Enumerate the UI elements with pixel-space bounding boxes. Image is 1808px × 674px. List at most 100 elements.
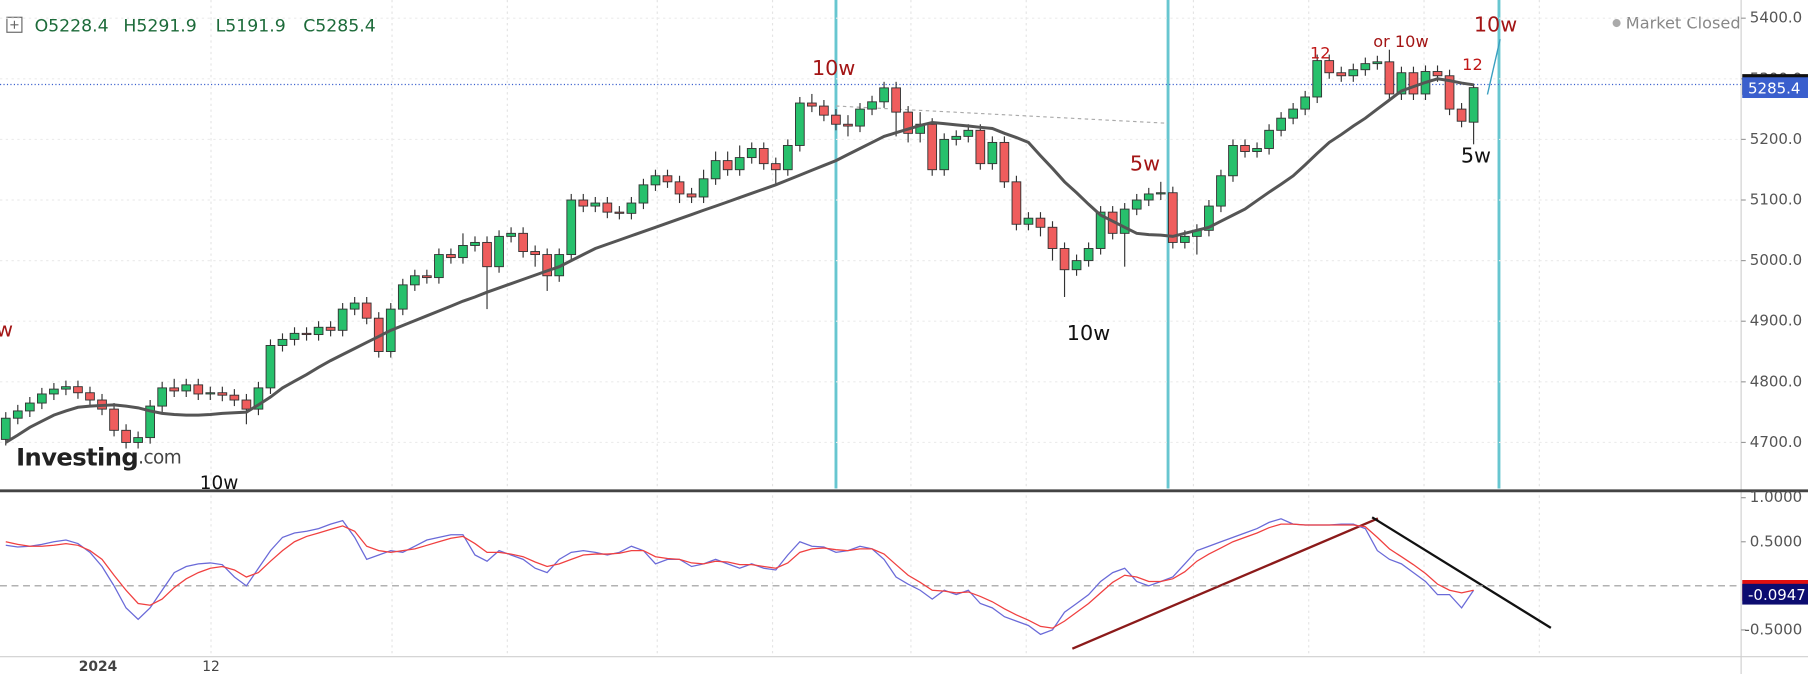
candle-body [843, 123, 853, 127]
candle-body [325, 326, 336, 331]
candle-body [289, 332, 300, 340]
candle-body [782, 144, 793, 171]
annotation: 12 [1462, 55, 1483, 74]
candle-body [193, 384, 204, 395]
annotation: 5w [1461, 144, 1491, 168]
oscillator-line [5, 523, 1474, 629]
candle-body [590, 202, 601, 207]
candle-body [1023, 217, 1034, 225]
y-tick-label: 5100.0 [1750, 191, 1802, 209]
candle-body [1143, 193, 1154, 201]
candle-body [1312, 60, 1323, 98]
status-dot [1612, 19, 1621, 28]
candle-body [24, 402, 35, 412]
expand-icon-plus [10, 20, 19, 29]
candle-body [879, 87, 889, 103]
candle-body [867, 101, 877, 110]
candle-body [734, 157, 745, 171]
candle-body [638, 184, 649, 204]
candle-body [1348, 69, 1359, 77]
annotation: 10w [812, 56, 855, 80]
candle-body [470, 241, 480, 246]
candle-body [518, 232, 528, 252]
candle-body [241, 399, 252, 410]
candle-body [1300, 96, 1311, 110]
price-tag-label: 5285.4 [1748, 79, 1800, 97]
candle-body [1011, 181, 1022, 225]
candle-body [265, 345, 276, 389]
oscillator-line [5, 518, 1475, 636]
candle-body [975, 129, 986, 165]
candle-body [1155, 192, 1166, 195]
annotation: 5w [1130, 152, 1160, 176]
candle-body [927, 123, 938, 171]
candle-body [1083, 248, 1094, 262]
price-tag [1742, 583, 1808, 605]
candle-body [1131, 199, 1142, 210]
ohlc-close: C5285.4 [303, 17, 376, 37]
grid [210, 0, 1540, 657]
candle-body [650, 175, 661, 186]
ohlc-low: L5191.9 [216, 17, 286, 37]
candle-body [1180, 235, 1190, 243]
candle-body [1204, 205, 1214, 231]
candle-body [1384, 61, 1395, 95]
candle-body [1228, 144, 1238, 177]
candle-body [145, 405, 155, 439]
x-axis-label: 12 [202, 659, 220, 674]
candle-body [301, 332, 312, 336]
candle-body [1119, 208, 1130, 234]
candle-body [1240, 144, 1250, 152]
candle-body [795, 102, 805, 146]
candle-body [1456, 108, 1467, 122]
candle-body [121, 429, 131, 443]
candle-body [758, 148, 769, 165]
candle-body [819, 105, 829, 116]
candle-body [313, 326, 324, 336]
y-tick-label: 5200.0 [1750, 130, 1802, 148]
candle-body [458, 245, 468, 259]
y-tick-label: 5000.0 [1750, 251, 1802, 269]
candle-body [999, 141, 1010, 183]
candle-body [61, 386, 71, 390]
x-axis-label: 2024 [79, 659, 118, 674]
candle-body [1324, 60, 1335, 74]
candle-body [482, 241, 492, 268]
candle-body [710, 160, 721, 180]
candle-body [446, 254, 456, 259]
candle-body [1047, 226, 1058, 249]
candle-body [205, 392, 216, 395]
candle-body [698, 178, 709, 198]
candle-body [37, 393, 47, 404]
candle-body [1372, 61, 1383, 65]
candle-body [1095, 211, 1106, 249]
candle-body [1288, 108, 1298, 119]
candle-body [542, 254, 553, 277]
candle-body [1432, 71, 1443, 77]
y-tick-label: 4700.0 [1750, 433, 1802, 451]
price-tag [1742, 77, 1808, 99]
osc-trend-line [1071, 517, 1379, 650]
candle-body [746, 148, 757, 159]
candle-body [614, 211, 625, 214]
candle-body [49, 388, 59, 395]
ohlc-open: O5228.4 [35, 17, 109, 37]
candle-body [337, 308, 348, 331]
y-tick-label: 0.5000 [1750, 532, 1802, 550]
y-tick-label: 1.0000 [1750, 488, 1802, 506]
candle-body [253, 387, 264, 410]
candle-body [361, 302, 372, 319]
candle-body [85, 392, 95, 401]
annotation: 10w [200, 473, 239, 494]
expand-icon[interactable] [6, 16, 23, 33]
annotation: 10w [1067, 321, 1110, 345]
candle-body [951, 135, 962, 140]
candle-body [566, 199, 577, 256]
candle-body [277, 338, 288, 346]
annotation: w [0, 318, 13, 342]
candle-body [181, 384, 192, 392]
annotation: 12 [1310, 44, 1331, 63]
